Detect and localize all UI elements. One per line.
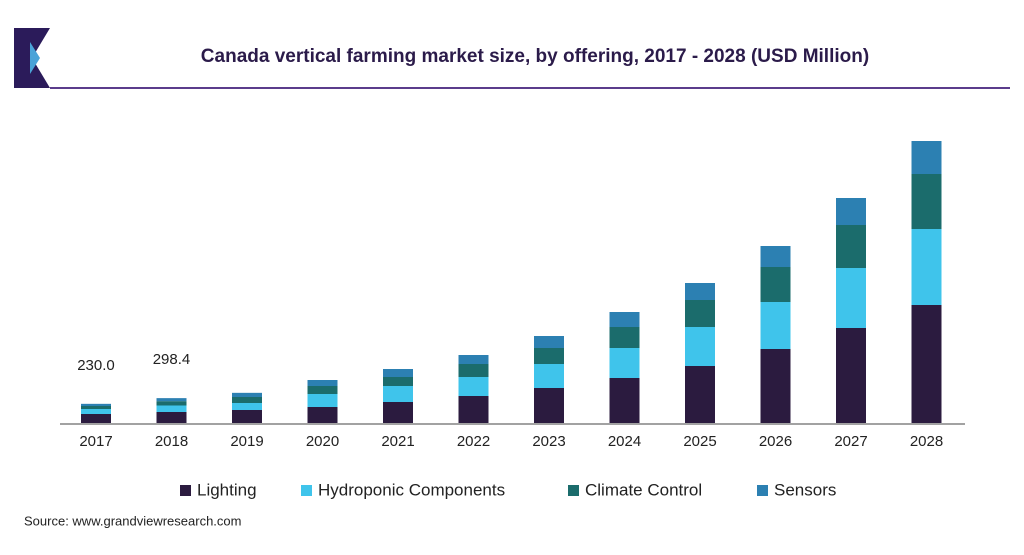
bar-segment (81, 409, 111, 414)
bar-segment (609, 348, 640, 378)
bar-segment (232, 410, 262, 423)
legend-swatch (180, 485, 191, 496)
x-tick-label: 2028 (910, 433, 943, 450)
x-tick-label: 2022 (457, 433, 490, 450)
bar-segment (156, 398, 187, 402)
bar-segment (685, 300, 715, 327)
bar-segment (836, 198, 866, 225)
bar-segment (383, 402, 413, 423)
total-label: 230.0 (77, 357, 115, 374)
bar-segment (458, 396, 489, 423)
x-tick-label: 2024 (608, 433, 641, 450)
x-tick-label: 2026 (759, 433, 792, 450)
bar-segment (836, 328, 866, 423)
bar-segment (307, 394, 338, 407)
bar-segment (156, 412, 187, 423)
source: Source: www.grandviewresearch.com (24, 513, 241, 528)
legend-swatch (757, 485, 768, 496)
bar-segment (760, 349, 791, 423)
bar-segment (911, 305, 942, 423)
bar-segment (383, 369, 413, 377)
bar-segment (156, 405, 187, 412)
bar-segment (609, 312, 640, 327)
x-tick-label: 2020 (306, 433, 339, 450)
bar-segment (458, 355, 489, 364)
bar-segment (760, 246, 791, 267)
bar-segment (81, 406, 111, 409)
x-tick-label: 2025 (683, 433, 716, 450)
bar-segment (383, 386, 413, 402)
bar-segment (383, 377, 413, 386)
chart-title: Canada vertical farming market size, by … (201, 46, 869, 67)
bar-segment (232, 397, 262, 403)
legend-label: Sensors (774, 480, 836, 499)
bar-segment (458, 377, 489, 396)
bar-segment (81, 403, 111, 406)
legend-swatch (301, 485, 312, 496)
total-label: 298.4 (153, 351, 191, 368)
bar-segment (836, 268, 866, 328)
bar-segment (307, 407, 338, 423)
legend-label: Lighting (197, 480, 257, 499)
bar-segment (534, 336, 564, 348)
bar-segment (685, 283, 715, 300)
x-tick-label: 2018 (155, 433, 188, 450)
bar-segment (911, 174, 942, 229)
bar-segment (836, 225, 866, 268)
bar-segment (534, 364, 564, 388)
x-tick-label: 2023 (532, 433, 565, 450)
bar-segment (685, 366, 715, 423)
bar-segment (232, 403, 262, 410)
legend-swatch (568, 485, 579, 496)
bar-segment (911, 141, 942, 174)
logo-accent (30, 42, 40, 74)
x-tick-label: 2021 (381, 433, 414, 450)
legend-label: Hydroponic Components (318, 480, 505, 499)
bar-segment (534, 388, 564, 423)
bar-segment (534, 348, 564, 364)
bar-segment (760, 267, 791, 302)
bar-segment (81, 414, 111, 423)
legend-label: Climate Control (585, 480, 702, 499)
bar-segment (609, 378, 640, 423)
x-tick-label: 2017 (79, 433, 112, 450)
bar-segment (232, 392, 262, 397)
bar-segment (307, 380, 338, 386)
bar-segment (156, 401, 187, 406)
bar-segment (911, 229, 942, 305)
bar-segment (307, 386, 338, 394)
bar-segment (609, 327, 640, 348)
x-tick-label: 2019 (230, 433, 263, 450)
x-tick-label: 2027 (834, 433, 867, 450)
bar-segment (760, 302, 791, 349)
bar-segment (458, 364, 489, 377)
bar-segment (685, 327, 715, 366)
